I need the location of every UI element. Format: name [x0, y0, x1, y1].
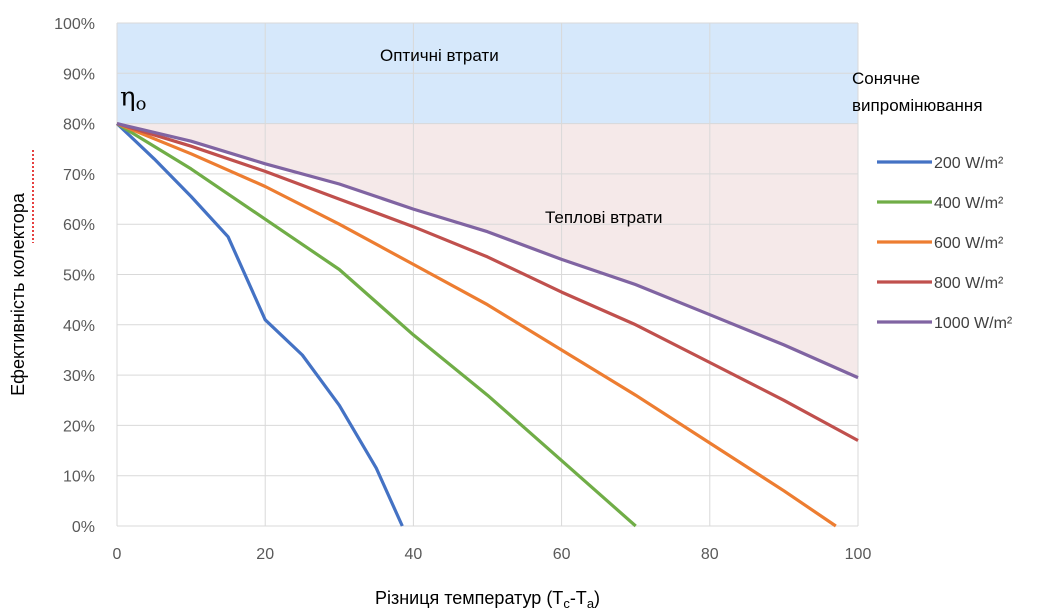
- y-tick-label: 30%: [63, 368, 95, 385]
- x-title-text: -T: [570, 588, 587, 608]
- y-tick-label: 80%: [63, 117, 95, 134]
- y-tick-label: 90%: [63, 66, 95, 83]
- thermal-loss-label: Теплові втрати: [545, 208, 662, 227]
- y-tick-label: 20%: [63, 418, 95, 435]
- y-tick-label: 50%: [63, 268, 95, 285]
- legend-label: 1000 W/m²: [934, 315, 1013, 332]
- legend-title: Сонячне: [852, 69, 920, 88]
- y-tick-label: 40%: [63, 318, 95, 335]
- y-tick-label: 10%: [63, 469, 95, 486]
- x-tick-label: 20: [256, 546, 274, 563]
- y-tick-label: 0%: [72, 519, 95, 536]
- legend-label: 600 W/m²: [934, 235, 1004, 252]
- x-tick-label: 100: [845, 546, 872, 563]
- eta0-symbol: η: [120, 82, 136, 112]
- eta0-subscript: o: [136, 93, 147, 114]
- y-tick-label: 70%: [63, 167, 95, 184]
- y-tick-label: 100%: [54, 16, 95, 33]
- optical-loss-label: Оптичні втрати: [380, 46, 499, 65]
- legend-label: 400 W/m²: [934, 195, 1004, 212]
- x-tick-label: 60: [553, 546, 571, 563]
- legend-title-line2: випромінювання: [852, 96, 983, 115]
- x-tick-label: 40: [405, 546, 423, 563]
- x-title-text: ): [594, 588, 600, 608]
- y-tick-label: 60%: [63, 217, 95, 234]
- x-axis-title: Різниця температур (Tc-Ta): [375, 588, 600, 611]
- x-title-text: Різниця температур (T: [375, 588, 563, 608]
- x-tick-label: 80: [701, 546, 719, 563]
- legend-label: 800 W/m²: [934, 275, 1004, 292]
- y-axis-title: Ефективність колектора: [8, 192, 28, 396]
- x-tick-label: 0: [113, 546, 122, 563]
- legend: Сонячне випромінювання 200 W/m² 400 W/m² 6…: [852, 69, 1013, 332]
- thermal-loss-region: [117, 124, 858, 378]
- legend-label: 200 W/m²: [934, 155, 1004, 172]
